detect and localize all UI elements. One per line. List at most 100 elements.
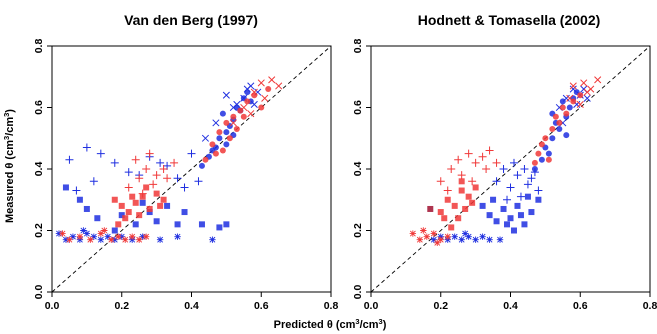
data-point-red-plus [159,165,168,173]
data-point-red-plus [163,174,172,183]
data-point-red-plus [482,165,491,173]
data-point-blue-square [528,209,535,216]
data-point-red-square [465,193,472,200]
x-tick-label: 0.6 [254,300,269,312]
data-point-red-asterisk [129,233,136,240]
data-point-red-square [136,212,143,219]
data-point-red-x [240,103,248,112]
data-point-blue-square [94,215,101,222]
data-point-blue-plus [72,186,81,195]
data-point-blue-asterisk [496,236,504,243]
x-tick-label: 0.0 [45,300,60,312]
data-point-red-square [437,209,444,216]
data-point-blue-square [118,212,125,219]
data-point-red-asterisk [87,236,94,243]
data-point-blue-square [479,202,486,209]
data-point-blue-square [504,221,511,228]
data-point-red-plus [142,165,151,173]
data-point-red-circle [223,119,230,126]
data-point-blue-x [201,134,210,142]
data-point-red-x [583,88,591,96]
data-point-dark_red-square [427,205,434,212]
data-point-red-asterisk [142,233,150,240]
one-to-one-line [51,45,332,293]
data-point-blue-square [139,199,146,206]
data-point-red-plus [170,158,179,167]
data-point-blue-x [212,119,220,127]
y-tick-label: 0.8 [352,39,364,54]
data-point-red-square [451,202,458,209]
data-point-red-circle [230,113,237,120]
data-point-red-square [132,199,139,206]
y-tick-label: 0.4 [33,162,45,177]
data-point-blue-square [486,212,493,219]
data-point-red-asterisk [108,236,115,243]
data-point-blue-asterisk [69,233,77,240]
data-point-blue-circle [244,89,251,96]
data-point-red-square [111,196,118,203]
data-point-blue-circle [545,150,552,157]
data-point-red-circle [212,150,219,157]
data-point-red-circle [542,135,549,142]
data-point-blue-asterisk [472,236,479,243]
data-point-blue-plus [110,158,119,167]
data-point-red-plus [443,186,452,195]
data-point-red-plus [436,177,445,186]
data-point-red-square [129,193,136,200]
data-point-blue-square [111,227,118,234]
data-point-blue-asterisk [83,230,91,237]
data-point-red-plus [464,149,473,158]
data-point-red-asterisk [115,233,122,240]
data-point-blue-square [83,205,90,212]
data-point-red-asterisk [135,236,143,243]
data-point-red-asterisk [97,230,105,237]
x-tick-label: 0.2 [433,300,448,312]
data-point-blue-asterisk [461,230,469,237]
data-point-red-square [157,202,164,209]
y-tick-label: 0.0 [352,285,364,300]
data-point-blue-plus [89,177,98,186]
data-point-red-x [229,119,237,127]
data-point-blue-asterisk [174,233,181,240]
data-point-red-circle [258,104,265,111]
data-point-red-plus [468,177,477,186]
data-point-blue-square [517,212,524,219]
data-point-red-square [118,202,125,209]
data-point-blue-asterisk [479,233,486,240]
data-point-blue-x [222,91,230,99]
data-point-blue-plus [173,174,182,183]
data-point-red-asterisk [76,233,84,240]
data-point-red-circle [535,150,542,157]
data-point-blue-plus [516,192,525,201]
data-point-blue-circle [538,156,545,163]
data-point-red-x [576,100,584,108]
data-point-red-asterisk [420,227,427,234]
data-point-red-asterisk [59,230,66,237]
data-point-red-x [250,88,258,96]
data-point-red-plus [492,158,501,167]
scatter-panel-van-den-berg: 0.0 0.2 0.4 0.6 0.8 0.0 0.2 0.4 0.6 0.8 [33,39,338,312]
data-point-red-x [594,76,602,84]
data-point-blue-circle [566,104,573,111]
data-point-red-circle [577,92,584,99]
scatter-panel-hodnett-tomasella: 0.0 0.2 0.4 0.6 0.8 0.0 0.2 0.4 0.6 0.8 [352,39,657,312]
data-point-blue-asterisk [80,227,87,234]
data-point-blue-circle [563,132,570,139]
data-point-blue-square [500,205,507,212]
data-point-red-circle [219,147,226,154]
x-tick-label: 0.0 [364,300,379,312]
data-point-blue-square [132,221,139,228]
data-point-blue-plus [180,183,189,192]
data-point-red-circle [556,119,563,126]
data-point-red-plus [149,180,158,189]
data-point-blue-asterisk [97,236,105,243]
data-point-blue-asterisk [118,233,125,240]
data-point-blue-square [524,193,531,200]
y-axis-label: Measured θ (cm3/cm3) [2,109,16,223]
data-point-red-x [257,79,265,87]
y-tick-label: 0.6 [33,100,45,115]
data-point-red-circle [545,156,552,163]
data-point-blue-asterisk [104,233,111,240]
data-point-blue-square [174,221,181,228]
